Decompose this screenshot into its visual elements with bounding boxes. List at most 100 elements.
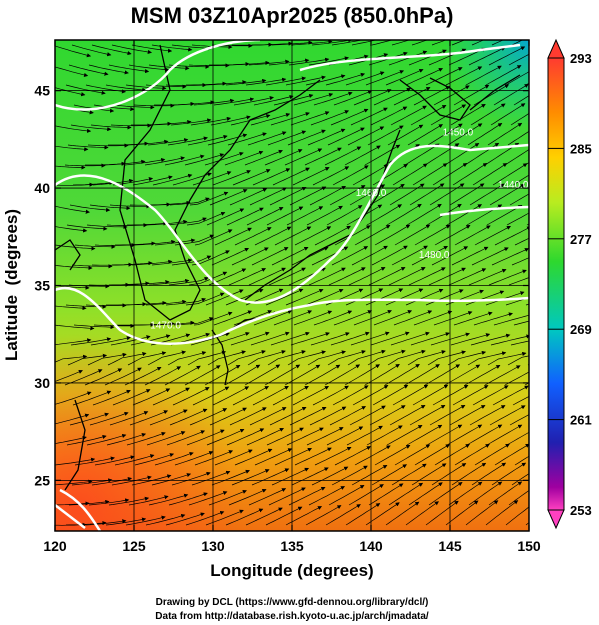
streamline bbox=[367, 349, 406, 366]
streamline bbox=[70, 124, 112, 132]
streamline bbox=[209, 407, 247, 426]
streamline bbox=[307, 350, 346, 366]
streamline bbox=[493, 313, 529, 326]
streamline bbox=[152, 173, 193, 186]
streamline bbox=[149, 200, 191, 206]
streamline bbox=[204, 151, 244, 166]
streamline bbox=[331, 40, 373, 46]
streamline bbox=[191, 470, 231, 486]
streamline bbox=[365, 502, 400, 526]
streamline bbox=[286, 427, 324, 446]
streamline bbox=[424, 364, 461, 386]
streamline bbox=[365, 288, 404, 306]
streamline bbox=[188, 491, 228, 506]
streamline bbox=[66, 224, 108, 231]
streamline bbox=[90, 124, 132, 130]
streamline bbox=[71, 44, 112, 57]
streamline bbox=[513, 95, 529, 106]
streamline bbox=[264, 364, 301, 386]
streamline bbox=[273, 93, 314, 106]
streamline bbox=[55, 369, 83, 382]
streamline bbox=[347, 349, 386, 366]
streamline bbox=[71, 478, 113, 486]
streamline bbox=[314, 446, 352, 466]
x-tick-label: 135 bbox=[280, 538, 304, 554]
streamline bbox=[210, 331, 250, 346]
streamline bbox=[284, 364, 321, 386]
streamline bbox=[72, 390, 112, 406]
streamline bbox=[345, 71, 385, 86]
streamline bbox=[508, 490, 529, 506]
streamline bbox=[88, 64, 129, 75]
streamline bbox=[84, 368, 123, 386]
streamline bbox=[128, 280, 170, 286]
streamline bbox=[345, 503, 381, 526]
streamline bbox=[311, 466, 349, 486]
streamline bbox=[108, 496, 150, 506]
streamline bbox=[471, 40, 485, 46]
streamline bbox=[228, 268, 267, 286]
streamline bbox=[90, 336, 131, 346]
streamline bbox=[225, 288, 264, 306]
streamline bbox=[164, 365, 201, 386]
streamline bbox=[55, 413, 90, 425]
streamline bbox=[512, 396, 529, 406]
streamline bbox=[265, 506, 303, 526]
streamline bbox=[168, 276, 209, 286]
streamline bbox=[114, 454, 155, 466]
streamline bbox=[194, 229, 233, 246]
streamline bbox=[448, 268, 487, 286]
streamline bbox=[406, 203, 442, 226]
streamline bbox=[252, 385, 289, 406]
streamline bbox=[214, 449, 253, 466]
streamline bbox=[373, 310, 413, 326]
streamline bbox=[327, 127, 365, 146]
streamline bbox=[331, 465, 368, 486]
streamline bbox=[404, 364, 440, 386]
streamline bbox=[413, 310, 453, 326]
streamline bbox=[287, 129, 326, 146]
x-axis-ticks: 120 125 130 135 140 145 150 bbox=[43, 40, 541, 554]
streamline bbox=[110, 123, 152, 128]
streamline bbox=[447, 350, 487, 366]
streamline bbox=[91, 44, 132, 56]
streamline bbox=[326, 426, 364, 446]
streamline bbox=[474, 443, 510, 466]
streamline bbox=[291, 40, 333, 46]
streamline bbox=[85, 519, 127, 526]
streamline bbox=[209, 189, 248, 206]
x-tick-label: 125 bbox=[122, 538, 146, 554]
streamline bbox=[74, 244, 116, 249]
streamline bbox=[509, 193, 529, 206]
streamline bbox=[387, 124, 424, 146]
streamline bbox=[334, 446, 372, 466]
streamline bbox=[466, 424, 503, 446]
streamline bbox=[104, 367, 142, 386]
streamline bbox=[169, 408, 208, 426]
streamline bbox=[55, 324, 95, 331]
streamline bbox=[508, 53, 529, 66]
streamline bbox=[509, 414, 529, 426]
streamline bbox=[265, 76, 307, 86]
streamline bbox=[352, 385, 389, 406]
streamline bbox=[184, 365, 221, 386]
streamline bbox=[126, 432, 166, 446]
streamline bbox=[266, 206, 304, 226]
streamline bbox=[407, 350, 446, 366]
streamline bbox=[404, 143, 440, 166]
streamline bbox=[232, 169, 271, 186]
streamline bbox=[65, 520, 107, 526]
streamline bbox=[307, 128, 346, 146]
streamline bbox=[55, 226, 88, 233]
streamline bbox=[212, 170, 251, 186]
streamline bbox=[248, 488, 287, 506]
streamline bbox=[87, 352, 127, 366]
streamline bbox=[472, 163, 508, 186]
streamline bbox=[394, 224, 431, 246]
streamline bbox=[132, 388, 171, 406]
streamline bbox=[109, 204, 151, 209]
streamline bbox=[213, 97, 255, 106]
streamline bbox=[86, 224, 128, 229]
streamline bbox=[194, 450, 234, 466]
streamline bbox=[74, 456, 115, 466]
